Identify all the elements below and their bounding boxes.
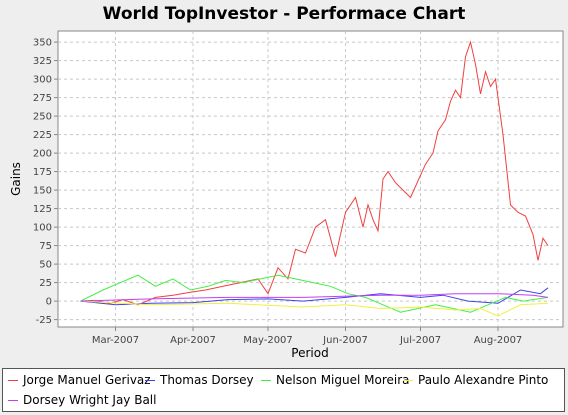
- x-axis-label: Period: [291, 346, 328, 360]
- x-tick-label: Jul-2007: [399, 335, 441, 346]
- x-axis: Mar-2007 Apr-2007 May-2007 Jun-2007 Jul-2007…: [92, 327, 522, 346]
- y-tick-label: 300: [33, 75, 52, 86]
- y-axis: -25 0 25 50 75 100 125 150 175 200 225 250 275 300 325…: [33, 38, 58, 326]
- y-tick-label: 100: [33, 223, 52, 234]
- legend-item: Dorsey Wright Jay Ball: [8, 393, 156, 407]
- series-line-2: [80, 274, 549, 313]
- legend-swatch: [261, 379, 271, 381]
- y-tick-label: 250: [33, 112, 52, 123]
- x-tick-label: Jun-2007: [322, 335, 368, 346]
- legend-swatch: [403, 379, 413, 381]
- x-tick-label: Aug-2007: [474, 335, 523, 346]
- legend-swatch: [8, 399, 18, 401]
- y-tick-label: 225: [33, 130, 52, 141]
- series-line-4: [80, 293, 549, 302]
- y-tick-label: 175: [33, 167, 52, 178]
- x-tick-label: Apr-2007: [170, 335, 216, 346]
- series-line-0: [80, 40, 549, 306]
- legend-label: Thomas Dorsey: [160, 373, 254, 387]
- legend-label: Jorge Manuel Gerivaz: [23, 373, 151, 387]
- y-tick-label: 200: [33, 149, 52, 160]
- series-lines: [80, 40, 549, 317]
- legend-item: Thomas Dorsey: [145, 373, 254, 387]
- y-tick-label: 125: [33, 204, 52, 215]
- y-tick-label: 275: [33, 93, 52, 104]
- chart-title: World TopInvestor - Performace Chart: [103, 4, 466, 24]
- y-tick-label: 25: [39, 278, 52, 289]
- y-axis-label: Gains: [9, 162, 23, 196]
- legend-swatch: [145, 379, 155, 381]
- legend-label: Nelson Miguel Moreira: [276, 373, 410, 387]
- chart-legend: Jorge Manuel Gerivaz Thomas Dorsey Nelson …: [2, 368, 565, 412]
- legend-item: Nelson Miguel Moreira: [261, 373, 410, 387]
- x-tick-label: May-2007: [243, 335, 293, 346]
- y-tick-label: 75: [39, 241, 52, 252]
- series-line-3: [80, 300, 549, 317]
- y-tick-label: 50: [39, 260, 52, 271]
- y-tick-label: 150: [33, 186, 52, 197]
- legend-label: Dorsey Wright Jay Ball: [23, 393, 157, 407]
- y-tick-label: 0: [46, 297, 52, 308]
- y-tick-label: 325: [33, 56, 52, 67]
- legend-item: Paulo Alexandre Pinto: [403, 373, 548, 387]
- y-tick-label: -25: [36, 315, 52, 326]
- legend-swatch: [8, 379, 18, 381]
- grid-lines: [58, 31, 563, 327]
- legend-label: Paulo Alexandre Pinto: [418, 373, 549, 387]
- performance-chart: World TopInvestor - Performace Chart -25…: [9, 4, 564, 360]
- x-tick-label: Mar-2007: [92, 335, 139, 346]
- legend-item: Jorge Manuel Gerivaz: [8, 373, 151, 387]
- y-tick-label: 350: [33, 38, 52, 49]
